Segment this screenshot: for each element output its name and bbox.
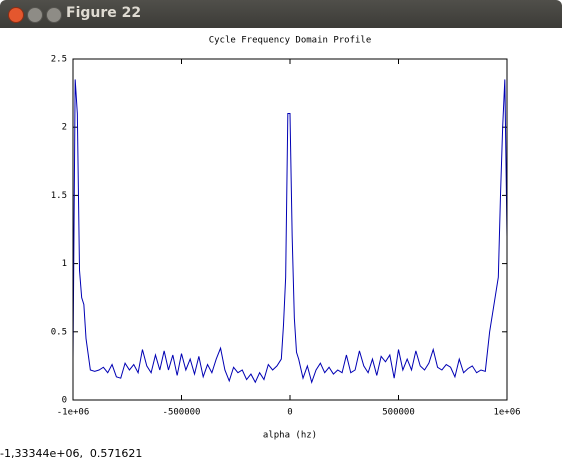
chart-title: Cycle Frequency Domain Profile [209,36,372,46]
x-axis-label: alpha (hz) [263,431,317,441]
x-tick-label: -1e+06 [57,408,90,418]
minimize-button[interactable] [27,7,43,23]
data-line [72,79,508,384]
window-title: Figure 22 [66,5,142,21]
x-tick-label: 0 [287,408,292,418]
maximize-button[interactable] [46,7,62,23]
chart: Cycle Frequency Domain Profile alpha (hz… [51,36,521,441]
x-tick-label: 1e+06 [493,408,520,418]
y-tick-label: 0.5 [51,327,67,337]
axes-box [72,58,508,401]
y-tick-label: 1.5 [51,191,67,201]
close-button[interactable] [8,7,24,23]
title-bar: Figure 22 [0,0,562,28]
status-text: -1,33344e+06, 0.571621 [0,447,143,460]
y-tick-label: 2.5 [51,55,67,65]
y-tick-label: 1 [62,259,67,269]
y-tick-label: 2 [62,123,67,133]
x-tick-label: 500000 [382,408,415,418]
x-tick-label: -500000 [163,408,201,418]
y-tick-label: 0 [62,396,67,406]
